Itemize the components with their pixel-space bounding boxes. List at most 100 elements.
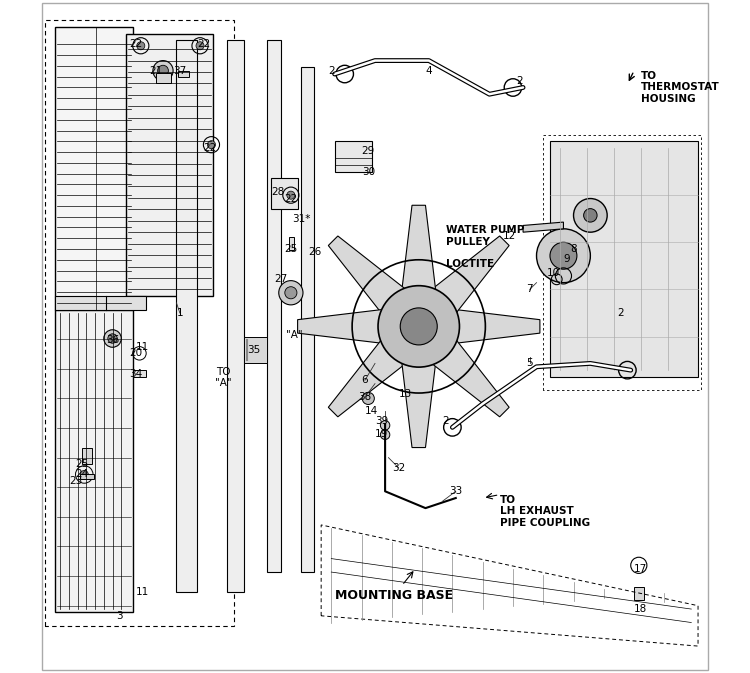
Polygon shape [56,27,133,310]
Polygon shape [56,310,133,612]
Text: 22: 22 [130,39,142,48]
Circle shape [400,308,437,345]
Text: 22: 22 [284,194,298,203]
Text: 2: 2 [517,76,523,85]
Text: 18: 18 [634,604,647,614]
Text: 5: 5 [526,359,533,368]
Text: 6: 6 [362,376,368,385]
Text: 36: 36 [106,335,119,345]
Circle shape [378,285,460,367]
Circle shape [380,421,390,430]
Text: 35: 35 [248,345,260,355]
Text: 1: 1 [176,308,183,318]
Bar [156,73,171,83]
Polygon shape [433,341,509,417]
Text: 21: 21 [150,66,163,75]
Bar [271,178,298,209]
Text: 27: 27 [274,275,287,284]
Text: 11: 11 [136,342,149,351]
Bar [634,587,644,600]
Circle shape [158,65,169,76]
Polygon shape [523,222,563,232]
Text: 2: 2 [442,416,449,425]
Text: 13: 13 [399,389,412,398]
Text: 23: 23 [69,476,82,486]
Circle shape [108,334,117,343]
Polygon shape [267,40,280,572]
Bar [80,474,94,479]
Circle shape [536,229,590,283]
Bar [133,370,146,377]
Circle shape [550,242,577,269]
Text: 37: 37 [173,66,187,75]
Text: 4: 4 [425,66,432,75]
Circle shape [80,470,88,479]
Polygon shape [433,236,509,312]
Circle shape [574,199,608,232]
Text: 11: 11 [136,588,149,597]
Bar [289,237,294,250]
Polygon shape [298,310,382,343]
Text: 26: 26 [308,248,321,257]
Text: WATER PUMP
PULLEY: WATER PUMP PULLEY [446,225,524,247]
Text: 22: 22 [196,39,210,48]
Text: TO
THERMOSTAT
HOUSING: TO THERMOSTAT HOUSING [640,71,719,104]
Polygon shape [402,363,436,448]
Text: 8: 8 [570,244,577,254]
Text: 34: 34 [130,369,142,378]
Bar [82,448,92,464]
Circle shape [285,287,297,299]
Text: 24: 24 [76,470,88,479]
Text: LOCTITE: LOCTITE [446,259,494,269]
Text: 33: 33 [449,487,463,496]
Polygon shape [456,310,540,343]
Text: 2: 2 [617,308,624,318]
Text: 31*: 31* [292,214,310,223]
Text: TO
LH EXHAUST
PIPE COUPLING: TO LH EXHAUST PIPE COUPLING [500,495,590,528]
Bar [334,141,372,172]
Text: 28: 28 [271,187,284,197]
Circle shape [584,209,597,222]
Polygon shape [550,141,698,377]
Text: 22: 22 [203,143,217,153]
Text: "A": "A" [286,330,302,340]
Polygon shape [227,40,244,592]
Circle shape [380,430,390,439]
Text: 25: 25 [76,460,88,469]
Text: 3: 3 [116,611,122,621]
Circle shape [153,61,173,81]
Polygon shape [244,336,267,363]
Circle shape [286,191,295,199]
Text: 30: 30 [362,167,375,176]
Polygon shape [301,67,314,572]
Text: 7: 7 [526,285,533,294]
Circle shape [104,330,122,347]
Circle shape [136,42,145,50]
Text: 12: 12 [503,231,516,240]
Text: TO
"A": TO "A" [215,367,232,388]
Circle shape [208,141,215,149]
Text: 14: 14 [365,406,378,415]
Circle shape [279,281,303,305]
Polygon shape [328,236,404,312]
Text: MOUNTING BASE: MOUNTING BASE [334,589,453,602]
Text: 9: 9 [563,254,570,264]
Bar [178,71,188,77]
Text: 17: 17 [634,564,647,573]
Text: 25: 25 [284,244,298,254]
Text: 20: 20 [130,349,142,358]
Polygon shape [126,34,214,296]
Text: 39: 39 [375,416,388,425]
Circle shape [362,392,374,404]
Polygon shape [328,341,404,417]
Text: 38: 38 [358,392,371,402]
Text: 32: 32 [392,463,405,472]
Text: 19: 19 [375,429,388,439]
Text: 10: 10 [547,268,560,277]
Text: 29: 29 [362,147,375,156]
Polygon shape [56,296,146,310]
Polygon shape [176,40,197,592]
Polygon shape [402,205,436,289]
Text: 2: 2 [328,66,334,75]
Circle shape [196,42,204,50]
